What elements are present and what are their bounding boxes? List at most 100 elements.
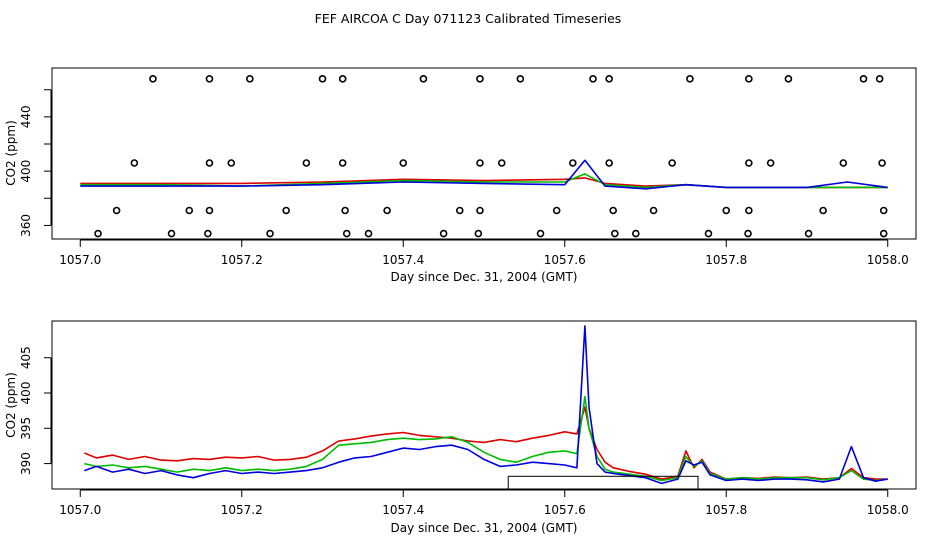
- top-marker: [878, 159, 886, 167]
- top-marker: [474, 229, 483, 238]
- top-marker: [516, 75, 525, 83]
- top-marker: [476, 206, 484, 215]
- bottom-y-tick-label: 405: [19, 346, 33, 369]
- top-marker: [839, 159, 848, 167]
- top-marker: [879, 229, 888, 238]
- top-marker: [94, 229, 102, 238]
- bottom-x-tick-label: 1057.6: [544, 503, 586, 517]
- top-y-tick-label: 360: [19, 214, 33, 237]
- top-x-axis-label: Day since Dec. 31, 2004 (GMT): [391, 270, 578, 284]
- top-marker: [246, 75, 254, 83]
- top-x-tick-label: 1057.0: [59, 253, 101, 267]
- top-marker: [536, 229, 545, 238]
- bottom-y-axis: 390 395 400 405: [19, 346, 52, 475]
- bottom-series-blue: [84, 325, 888, 485]
- top-marker: [745, 75, 753, 83]
- top-marker: [439, 229, 448, 238]
- bottom-x-tick-label: 1057.0: [59, 503, 101, 517]
- top-marker: [149, 75, 157, 83]
- top-marker: [302, 159, 311, 167]
- top-marker: [185, 206, 194, 215]
- top-markers: [94, 75, 888, 238]
- bottom-box-overlay: [507, 475, 699, 490]
- top-marker: [745, 206, 753, 215]
- bottom-x-axis-label: Day since Dec. 31, 2004 (GMT): [391, 521, 578, 535]
- top-marker: [167, 229, 176, 238]
- top-marker: [342, 229, 351, 238]
- top-marker: [686, 75, 694, 83]
- top-marker: [130, 159, 139, 167]
- top-marker: [745, 159, 753, 167]
- top-marker: [205, 159, 214, 167]
- bottom-y-tick-label: 390: [19, 452, 33, 475]
- bottom-y-tick-label: 395: [19, 417, 33, 440]
- top-marker: [744, 229, 752, 238]
- top-marker: [364, 229, 373, 238]
- top-marker: [722, 206, 731, 215]
- top-x-axis: 1057.0 1057.2 1057.4 1057.6 1057.8 1058.0: [59, 239, 909, 267]
- bottom-y-axis-label: CO2 (ppm): [4, 372, 18, 438]
- top-marker: [112, 206, 121, 215]
- top-marker: [205, 206, 214, 215]
- top-marker: [419, 75, 428, 83]
- bottom-panel: 1057.0 1057.2 1057.4 1057.6 1057.8 1058.0 390…: [4, 320, 917, 535]
- top-marker: [227, 159, 236, 167]
- top-marker: [611, 229, 619, 238]
- top-marker: [282, 206, 290, 215]
- bottom-series-red: [83, 406, 888, 480]
- top-marker: [266, 229, 274, 238]
- top-x-tick-label: 1057.6: [544, 253, 586, 267]
- top-marker: [399, 159, 408, 167]
- bottom-y-tick-label: 400: [19, 382, 33, 405]
- top-series-blue: [80, 159, 888, 190]
- top-marker: [204, 229, 212, 238]
- top-marker: [704, 229, 713, 238]
- top-y-tick-label: 400: [19, 160, 33, 183]
- top-marker: [605, 75, 613, 83]
- top-x-tick-label: 1058.0: [867, 253, 909, 267]
- top-marker: [859, 75, 868, 83]
- top-marker: [589, 75, 597, 83]
- top-marker: [341, 206, 349, 215]
- top-marker: [383, 206, 391, 215]
- top-marker: [819, 206, 827, 215]
- top-marker: [609, 206, 617, 215]
- top-marker: [338, 75, 347, 83]
- bottom-plot-frame: [51, 320, 917, 490]
- top-plot-frame: [51, 67, 917, 240]
- top-series: [80, 159, 888, 190]
- figure-title: FEF AIRCOA C Day 071123 Calibrated Times…: [315, 11, 622, 26]
- bottom-series: [83, 325, 888, 485]
- top-marker: [632, 229, 640, 238]
- top-x-tick-label: 1057.2: [221, 253, 263, 267]
- bottom-x-tick-label: 1057.4: [382, 503, 424, 517]
- top-marker: [649, 206, 658, 215]
- top-marker: [804, 229, 813, 238]
- top-x-tick-label: 1057.4: [382, 253, 424, 267]
- top-marker: [879, 206, 888, 215]
- top-marker: [766, 159, 775, 167]
- bottom-box-rect: [507, 475, 699, 490]
- top-marker: [668, 159, 676, 167]
- top-marker: [318, 75, 327, 83]
- top-marker: [569, 159, 577, 167]
- top-marker: [497, 159, 506, 167]
- bottom-x-tick-label: 1057.8: [705, 503, 747, 517]
- bottom-series-green: [84, 395, 888, 482]
- top-marker: [784, 75, 793, 83]
- top-marker: [476, 159, 484, 167]
- top-x-tick-label: 1057.8: [705, 253, 747, 267]
- top-marker: [552, 206, 561, 215]
- top-marker: [338, 159, 347, 167]
- top-marker: [455, 206, 464, 215]
- top-marker: [605, 159, 613, 167]
- top-panel: 1057.0 1057.2 1057.4 1057.6 1057.8 1058.0 360…: [4, 67, 917, 284]
- top-marker: [476, 75, 484, 83]
- bottom-x-tick-label: 1057.2: [221, 503, 263, 517]
- top-marker: [205, 75, 214, 83]
- top-y-axis-label: CO2 (ppm): [4, 120, 18, 186]
- top-marker: [875, 75, 884, 83]
- top-y-tick-label: 440: [19, 105, 33, 128]
- bottom-x-axis: 1057.0 1057.2 1057.4 1057.6 1057.8 1058.0: [59, 489, 909, 517]
